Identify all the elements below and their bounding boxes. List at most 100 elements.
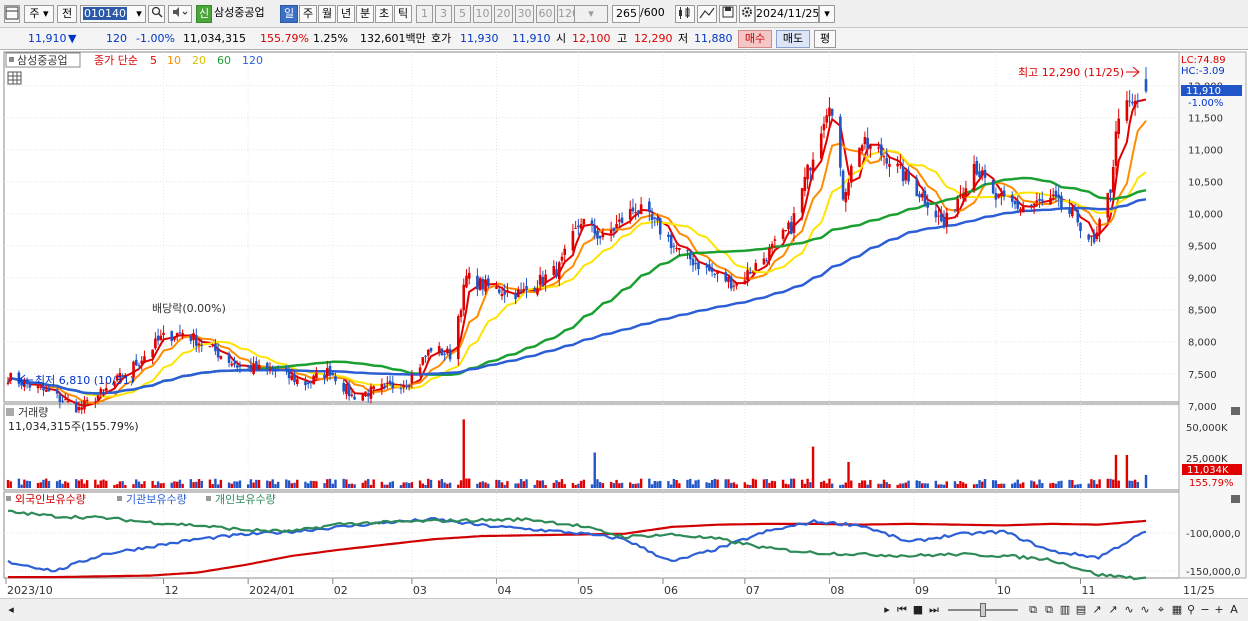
print-icon[interactable]: ▦ [1171,603,1183,616]
volume-bar [705,482,708,488]
channel-tool-icon[interactable]: ↗ [1108,603,1118,616]
volume-bar [997,483,1000,488]
volume-y-tick-2: 25,000K [1186,454,1228,465]
unit-select[interactable]: ▾ [574,5,608,23]
layout-icon[interactable] [4,5,20,23]
code-dropdown-icon[interactable]: ▾ [133,5,146,23]
candle-body [304,381,307,386]
volume-bar [252,482,255,488]
volume-bar [140,484,143,488]
search-icon[interactable] [148,5,165,23]
volume-bar [825,483,828,488]
minute-option-3[interactable]: 3 [435,5,452,23]
minute-option-1[interactable]: 1 [416,5,433,23]
scroll-right-icon[interactable]: ▸ [884,603,890,616]
speaker-icon[interactable] [168,5,192,23]
calendar-dropdown-icon[interactable]: ▾ [819,5,835,23]
grid-toggle-icon[interactable] [7,71,22,85]
zoom-in-icon[interactable]: + [1214,603,1224,616]
crosshair-icon[interactable]: ⌖ [1157,603,1165,616]
zoom-out-icon[interactable]: − [1200,603,1210,616]
count-input[interactable]: 265 [612,5,640,23]
period-tab-5[interactable]: 분 [356,5,374,23]
volume-bar [571,482,575,488]
overlay-icon[interactable]: ⧉ [1045,603,1053,616]
tools-icon[interactable] [697,5,717,23]
sell-button[interactable]: 매도 [776,30,810,48]
holding-legend-marker-icon [117,496,122,501]
volume-bar [822,480,826,488]
candle-body [290,375,294,380]
rewind-icon[interactable]: ⏮ [897,603,907,616]
minute-option-60[interactable]: 60 [536,5,555,23]
volume-bar [659,480,662,488]
candle-body [620,217,624,224]
candle-body [25,379,29,385]
candle-body [560,256,564,261]
period-tab-3[interactable]: 월 [318,5,336,23]
pattern-tool-icon[interactable]: ∿ [1140,603,1150,616]
volume-bar [830,483,834,488]
minute-option-5[interactable]: 5 [454,5,471,23]
holding-close-icon[interactable] [1231,495,1240,503]
candle-body [214,343,217,352]
save-icon[interactable] [719,5,737,23]
volume-bar [1030,480,1033,488]
buy-button[interactable]: 매수 [738,30,772,48]
volume-y-tick-1: 50,000K [1186,423,1228,434]
period-tab-6[interactable]: 초 [375,5,393,23]
minute-option-20[interactable]: 20 [494,5,513,23]
minute-option-30[interactable]: 30 [515,5,534,23]
candle-body [653,217,657,219]
zoom-slider-handle[interactable] [980,603,986,617]
image-icon[interactable]: ▤ [1075,603,1087,616]
font-size-icon[interactable]: A [1230,603,1238,616]
candle-body [617,219,621,222]
candle-body [181,333,184,336]
volume-bar [173,481,176,488]
volume-bar [978,480,981,488]
trend-tool-icon[interactable]: ↗ [1092,603,1102,616]
period-tab-2[interactable]: 주 [299,5,317,23]
period-tab-4[interactable]: 년 [337,5,355,23]
scroll-left-icon[interactable]: ◂ [8,603,14,616]
stock-code-input[interactable]: 010140 [80,5,146,23]
candle-body [1016,200,1020,209]
period-tab-7[interactable]: 틱 [394,5,412,23]
split-icon[interactable]: ▥ [1059,603,1071,616]
ma-10-line [7,120,1147,405]
volume-bar [28,481,32,488]
candle-body [940,213,943,222]
x-axis-end-label: 11/25 [1183,584,1215,597]
holding-legend-item: 기관보유수량 [126,493,187,506]
gear-icon[interactable] [739,5,755,23]
ma-5-legend: 5 [150,54,157,67]
candle-body [735,283,738,286]
eval-button[interactable]: 평 [814,30,836,48]
candle-body [888,163,891,167]
volume-close-icon[interactable] [1231,407,1240,415]
volume-bar [678,483,681,488]
candle-body [429,347,433,352]
volume-bar [959,480,962,488]
minute-option-120[interactable]: 120 [557,5,579,23]
stock-chart[interactable]: 12,00011,50011,00010,50010,0009,5009,000… [0,50,1248,598]
period-tab-1[interactable]: 일 [280,5,298,23]
prev-button[interactable]: 전 [57,5,77,23]
minute-option-10[interactable]: 10 [473,5,492,23]
zoom-search-icon[interactable]: ⚲ [1186,603,1196,616]
candle-type-icon[interactable] [675,5,695,23]
candle-body [732,285,736,287]
candle-body [667,234,670,238]
wave-tool-icon[interactable]: ∿ [1124,603,1134,616]
period-select[interactable]: 주 ▾ [24,5,54,23]
volume-bar [1095,484,1099,488]
volume-bar [238,480,242,488]
volume-bar [710,480,714,488]
volume-bar [55,481,59,488]
compare-icon[interactable]: ⧉ [1029,603,1037,616]
date-input[interactable]: 2024/11/25 [755,5,819,23]
stop-icon[interactable]: ■ [912,603,924,616]
candle-body [1002,190,1006,197]
fast-forward-icon[interactable]: ⏭ [929,603,939,616]
